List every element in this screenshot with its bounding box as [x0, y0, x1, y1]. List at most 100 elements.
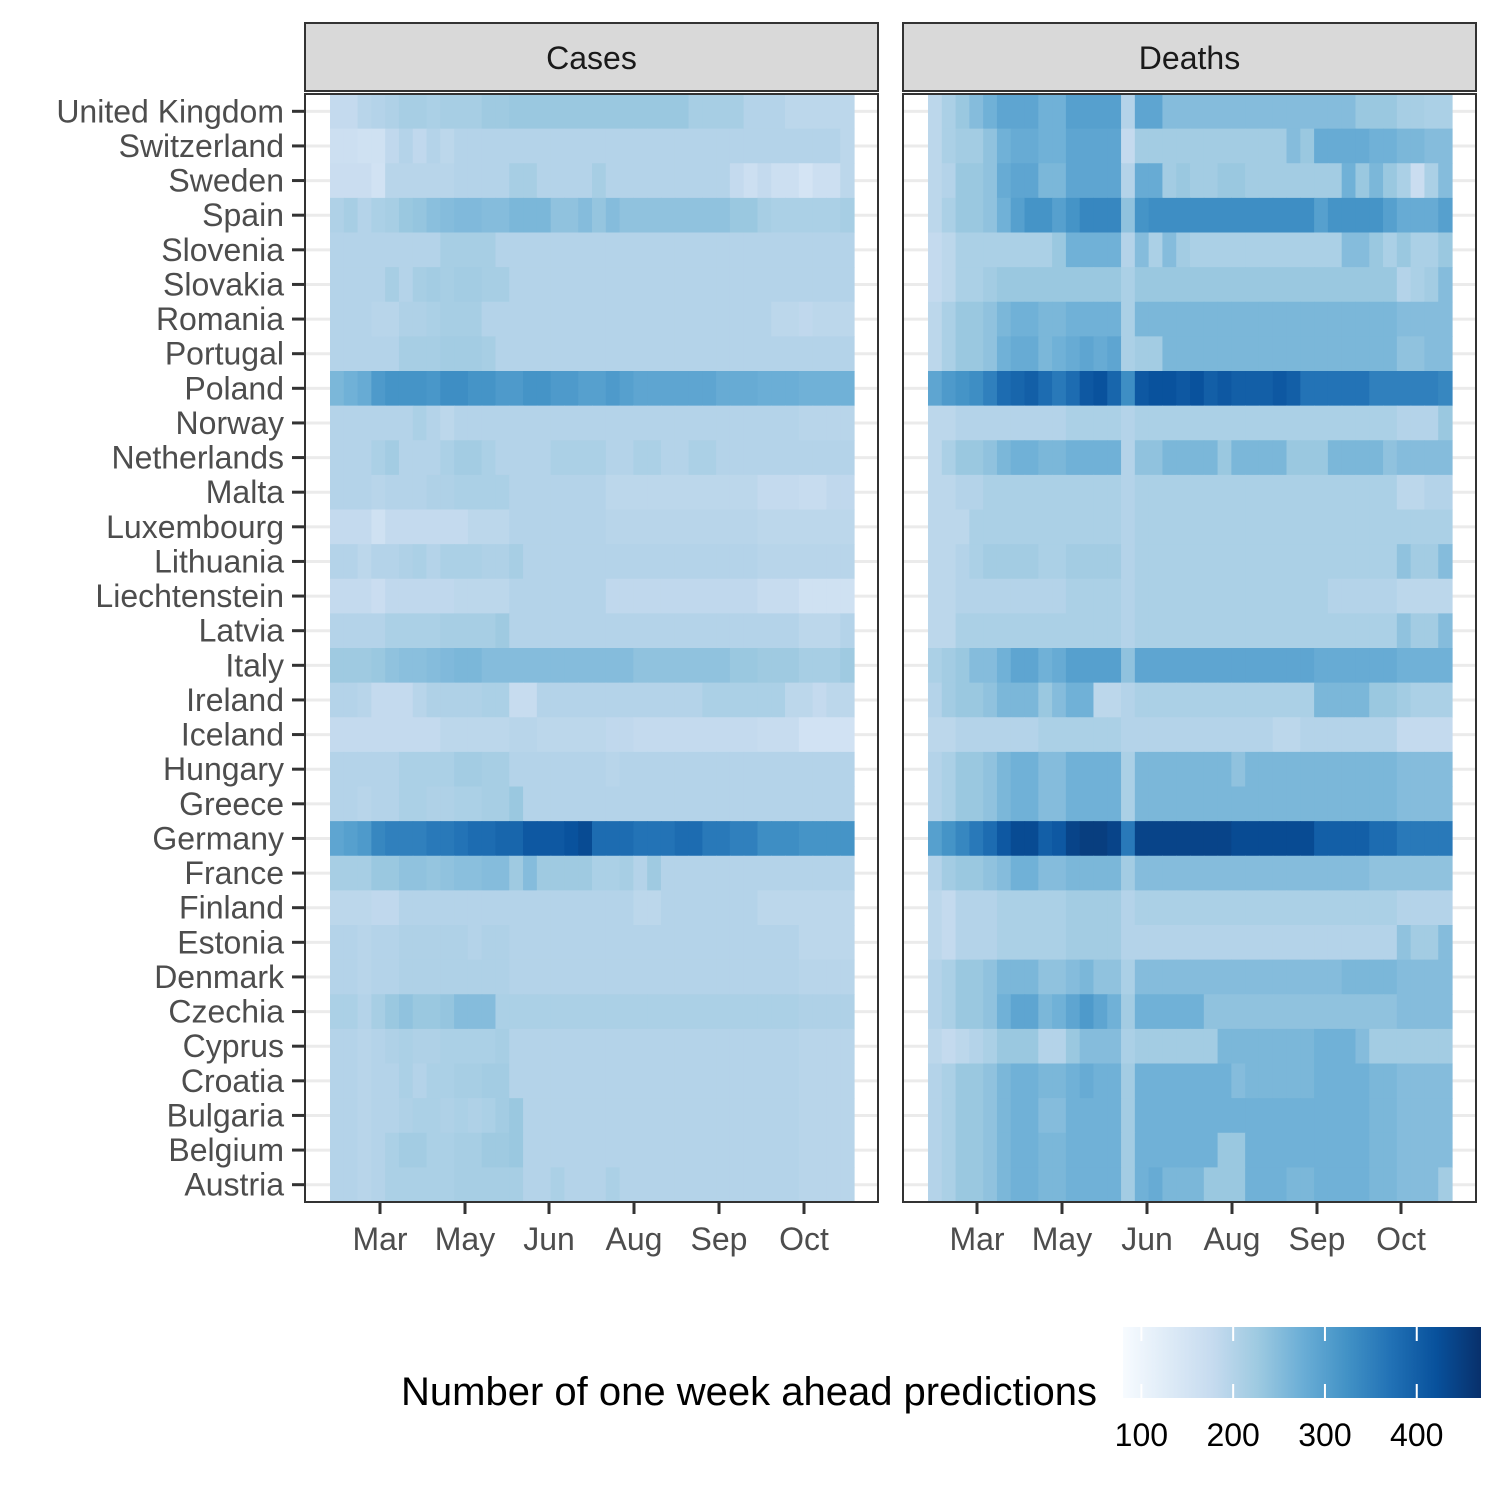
heat-cell — [1355, 821, 1370, 857]
heat-cell — [1286, 821, 1301, 857]
heat-cell — [969, 94, 984, 130]
heat-cell — [1052, 94, 1067, 130]
heat-cell — [1107, 717, 1122, 753]
heat-cell — [1383, 128, 1398, 164]
heat-cell — [412, 1167, 428, 1203]
heat-cell — [1410, 855, 1426, 891]
heat-cell — [785, 613, 800, 649]
heat-cell — [996, 925, 1012, 961]
heat-cell — [1424, 1063, 1439, 1099]
heat-cell — [536, 994, 552, 1030]
heat-cell — [412, 509, 428, 545]
heat-cell — [1438, 197, 1453, 234]
heat-cell — [1121, 1028, 1136, 1065]
heat-cell — [729, 94, 745, 130]
heat-cell — [812, 1063, 828, 1099]
heat-cell — [757, 544, 772, 580]
heat-cell — [1176, 648, 1191, 684]
heat-cell — [757, 648, 772, 684]
heat-cell — [605, 336, 621, 372]
heat-cell — [1010, 267, 1026, 303]
heat-cell — [955, 1098, 970, 1134]
heat-cell — [928, 578, 943, 614]
heat-cell — [941, 1167, 957, 1203]
heat-cell — [1134, 890, 1150, 926]
x-tick-label: May — [435, 1221, 495, 1257]
heat-cell — [1121, 405, 1136, 441]
heat-cell — [536, 648, 552, 684]
heat-cell — [1024, 474, 1039, 511]
heat-cell — [1327, 959, 1343, 995]
heat-cell — [1065, 1132, 1081, 1168]
heat-cell — [1203, 786, 1219, 822]
heat-cell — [440, 267, 455, 303]
heat-cell — [1300, 232, 1315, 268]
heat-cell — [688, 648, 703, 684]
heat-cell — [564, 751, 579, 788]
heat-cell — [1286, 855, 1301, 891]
heat-cell — [440, 128, 455, 164]
heat-cell — [633, 786, 648, 822]
heat-cell — [495, 267, 510, 303]
y-tick-label: Spain — [202, 197, 284, 233]
heat-cell — [1203, 821, 1219, 857]
heat-cell — [1410, 1028, 1426, 1065]
heat-cell — [729, 821, 745, 857]
heat-cell — [743, 1167, 759, 1203]
heat-cell — [564, 197, 579, 234]
heat-cell — [550, 1028, 566, 1065]
heat-cell — [702, 267, 717, 303]
heat-cell — [454, 959, 469, 995]
heat-cell — [357, 717, 372, 753]
heat-cell — [1341, 1167, 1357, 1203]
heat-cell — [1065, 509, 1081, 545]
heat-cell — [481, 959, 497, 995]
heat-cell — [578, 128, 593, 164]
heat-cell — [743, 890, 759, 926]
heat-cell — [633, 371, 648, 407]
heat-cell — [440, 336, 455, 372]
heat-cell — [840, 751, 855, 788]
heat-cell — [1383, 1063, 1398, 1099]
heat-cell — [743, 578, 759, 614]
heat-cell — [1410, 821, 1426, 857]
heat-cell — [440, 405, 455, 441]
heat-cell — [1424, 336, 1439, 372]
heat-cell — [826, 1028, 841, 1065]
heat-cell — [1258, 128, 1274, 164]
heat-cell — [955, 648, 970, 684]
heat-cell — [660, 197, 676, 234]
heat-cell — [1093, 959, 1108, 995]
heat-cell — [1396, 1098, 1412, 1134]
heat-cell — [1024, 336, 1039, 372]
heat-cell — [398, 474, 414, 511]
heat-cell — [1369, 1098, 1384, 1134]
heat-cell — [633, 994, 648, 1030]
heat-cell — [928, 440, 943, 476]
heat-cell — [771, 925, 786, 961]
heat-cell — [578, 301, 593, 337]
heat-cell — [467, 751, 483, 788]
heat-cell — [398, 1098, 414, 1134]
heat-cell — [996, 648, 1012, 684]
y-tick-label: Austria — [184, 1167, 284, 1203]
heat-cell — [1148, 336, 1164, 372]
heat-cell — [605, 890, 621, 926]
heat-cell — [1190, 128, 1205, 164]
heat-cell — [371, 855, 386, 891]
heat-cell — [941, 336, 957, 372]
facet-strip — [902, 22, 1477, 92]
heat-cell — [798, 1167, 814, 1203]
heat-cell — [1438, 959, 1453, 995]
heat-cell — [812, 232, 828, 268]
heat-cell — [1065, 578, 1081, 614]
heat-cell — [969, 613, 984, 649]
heat-cell — [941, 925, 957, 961]
heat-cell — [633, 197, 648, 234]
heat-cell — [1424, 648, 1439, 684]
heat-cell — [412, 613, 428, 649]
heat-cell — [1438, 821, 1453, 857]
heat-cell — [1065, 544, 1081, 580]
heat-cell — [536, 509, 552, 545]
heat-cell — [330, 786, 345, 822]
